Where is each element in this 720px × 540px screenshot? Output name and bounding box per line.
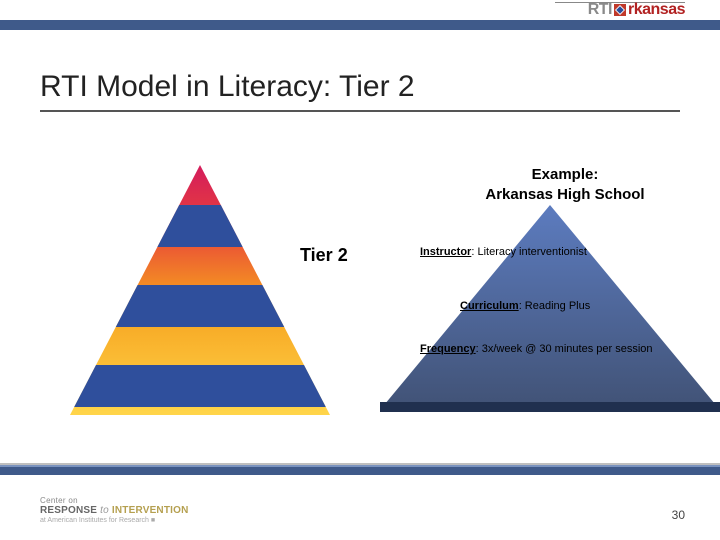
curriculum-text: : Reading Plus bbox=[519, 300, 591, 312]
brand-logo: RTI rkansas bbox=[588, 0, 685, 20]
instructor-label: Instructor bbox=[420, 246, 471, 258]
footer-attribution: Center on RESPONSE to INTERVENTION at Am… bbox=[40, 496, 189, 525]
logo-arkansas-text: rkansas bbox=[628, 1, 685, 19]
detail-instructor: Instructor: Literacy interventionist bbox=[420, 246, 680, 258]
footer-line1: Center on bbox=[40, 496, 189, 505]
instructor-text: : Literacy interventionist bbox=[471, 246, 587, 258]
slide-title: RTI Model in Literacy: Tier 2 bbox=[40, 70, 680, 112]
left-pyramid-graphic bbox=[70, 165, 330, 425]
footer-line2: RESPONSE to INTERVENTION bbox=[40, 505, 189, 517]
frequency-text: : 3x/week @ 30 minutes per session bbox=[476, 343, 653, 355]
detail-curriculum: Curriculum: Reading Plus bbox=[460, 300, 700, 312]
frequency-label: Frequency bbox=[420, 343, 476, 355]
tier-2-label: Tier 2 bbox=[300, 245, 348, 266]
bottom-accent-bar bbox=[0, 465, 720, 475]
example-line2: Arkansas High School bbox=[450, 185, 680, 205]
footer-line3: at American Institutes for Research ■ bbox=[40, 517, 189, 525]
example-line1: Example: bbox=[450, 165, 680, 185]
logo-rti-text: RTI bbox=[588, 1, 612, 19]
top-accent-bar bbox=[0, 20, 720, 30]
example-heading: Example: Arkansas High School bbox=[450, 165, 680, 206]
page-number: 30 bbox=[672, 508, 685, 522]
curriculum-label: Curriculum bbox=[460, 300, 519, 312]
arkansas-flag-icon bbox=[614, 4, 626, 16]
detail-frequency: Frequency: 3x/week @ 30 minutes per sess… bbox=[420, 343, 720, 355]
